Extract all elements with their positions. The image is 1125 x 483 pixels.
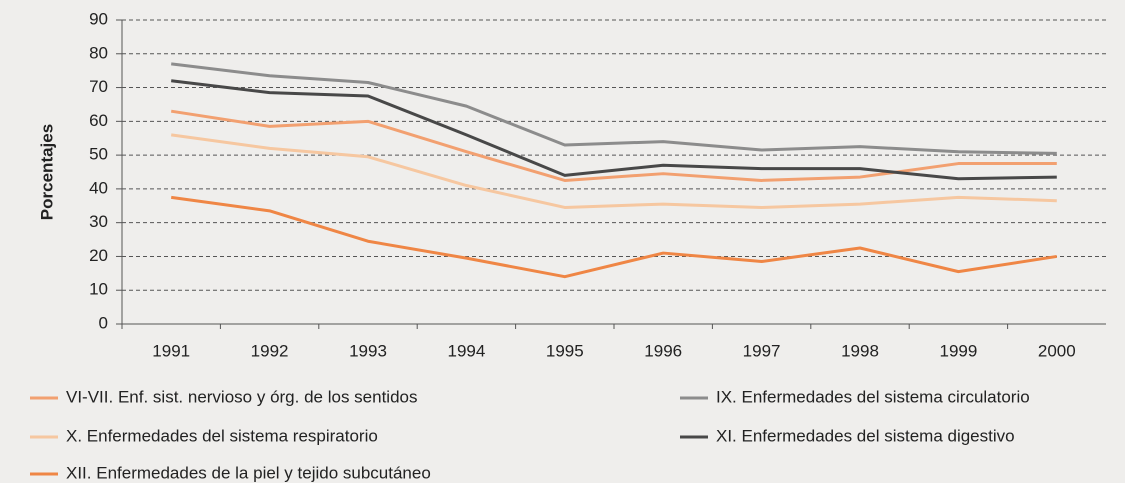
series-line xyxy=(170,109,1057,182)
y-tick-label: 50 xyxy=(89,145,108,164)
y-tick-label: 30 xyxy=(89,212,108,231)
y-tick-label: 80 xyxy=(89,43,108,62)
y-axis-label: Porcentajes xyxy=(37,124,56,220)
x-tick-label: 2000 xyxy=(1038,341,1076,360)
y-tick-label: 40 xyxy=(89,178,108,197)
legend-label: VI-VII. Enf. sist. nervioso y órg. de lo… xyxy=(66,387,418,406)
y-tick-label: 0 xyxy=(99,313,108,332)
y-tick-label: 60 xyxy=(89,111,108,130)
y-tick-label: 90 xyxy=(89,9,108,28)
legend-label: XI. Enfermedades del sistema digestivo xyxy=(716,426,1015,445)
x-tick-label: 1995 xyxy=(546,341,584,360)
x-tick-label: 1992 xyxy=(251,341,289,360)
legend-label: X. Enfermedades del sistema respiratorio xyxy=(66,426,378,445)
series-line xyxy=(171,79,1057,181)
series-line xyxy=(171,62,1057,155)
legend-label: XII. Enfermedades de la piel y tejido su… xyxy=(66,463,431,482)
legend-label: IX. Enfermedades del sistema circulatori… xyxy=(716,387,1030,406)
x-tick-label: 1996 xyxy=(644,341,682,360)
x-tick-label: 1993 xyxy=(349,341,387,360)
series-line xyxy=(170,195,1058,279)
x-tick-label: 1991 xyxy=(152,341,190,360)
y-tick-label: 20 xyxy=(89,246,108,265)
y-tick-label: 70 xyxy=(89,77,108,96)
x-tick-label: 1994 xyxy=(447,341,485,360)
x-tick-label: 1999 xyxy=(939,341,977,360)
series-line xyxy=(170,133,1057,209)
x-tick-label: 1997 xyxy=(743,341,781,360)
y-tick-label: 10 xyxy=(89,280,108,299)
x-tick-label: 1998 xyxy=(841,341,879,360)
